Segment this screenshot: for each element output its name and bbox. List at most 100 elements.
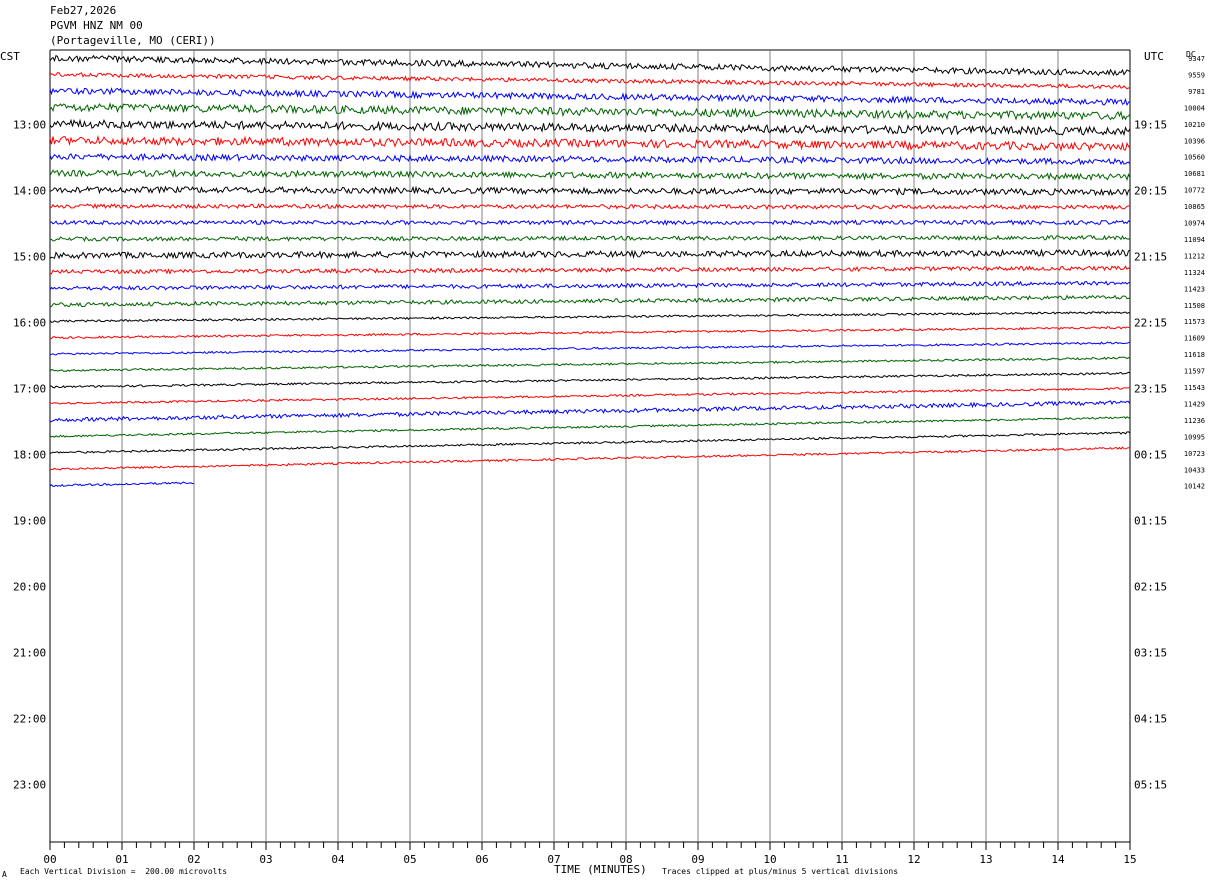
x-tick-label: 03 bbox=[259, 853, 272, 866]
x-tick-label: 02 bbox=[187, 853, 200, 866]
cst-hour-label: 14:00 bbox=[13, 185, 46, 198]
x-tick-label: 10 bbox=[763, 853, 776, 866]
seismic-trace-13 bbox=[49, 248, 1131, 260]
x-tick-label: 07 bbox=[547, 853, 560, 866]
seismic-trace-21 bbox=[49, 371, 1131, 389]
x-tick-label: 06 bbox=[475, 853, 488, 866]
dc-offset-label: 10433 bbox=[1184, 466, 1205, 474]
seismic-trace-17 bbox=[49, 311, 1131, 323]
dc-offset-label: 10995 bbox=[1184, 433, 1205, 441]
utc-hour-label: 21:15 bbox=[1134, 251, 1167, 264]
x-tick-label: 01 bbox=[115, 853, 128, 866]
cst-hour-label: 18:00 bbox=[13, 449, 46, 462]
dc-offset-label: 11508 bbox=[1184, 302, 1205, 310]
cst-hour-label: 17:00 bbox=[13, 383, 46, 396]
dc-offset-label: 11429 bbox=[1184, 400, 1205, 408]
dc-offset-label: 9347 bbox=[1188, 55, 1205, 63]
seismic-trace-12 bbox=[49, 234, 1131, 243]
dc-offset-label: 10560 bbox=[1184, 154, 1205, 162]
x-tick-label: 14 bbox=[1051, 853, 1065, 866]
x-tick-label: 08 bbox=[619, 853, 632, 866]
dc-offset-label: 11573 bbox=[1184, 318, 1205, 326]
cst-hour-label: 16:00 bbox=[13, 317, 46, 330]
x-tick-label: 11 bbox=[835, 853, 848, 866]
dc-offset-label: 11618 bbox=[1184, 351, 1205, 359]
cst-hour-label: 23:00 bbox=[13, 779, 46, 792]
seismic-trace-5 bbox=[49, 118, 1131, 137]
utc-hour-label: 20:15 bbox=[1134, 185, 1167, 198]
seismic-trace-22 bbox=[49, 387, 1131, 405]
seismic-trace-24 bbox=[49, 416, 1131, 438]
date-label: Feb27,2026 bbox=[50, 4, 117, 17]
clip-note: Traces clipped at plus/minus 5 vertical … bbox=[662, 867, 899, 876]
dc-offset-label: 10396 bbox=[1184, 137, 1205, 145]
x-axis-title: TIME (MINUTES) bbox=[554, 863, 647, 876]
seismic-trace-6 bbox=[49, 134, 1131, 152]
cst-hour-label: 15:00 bbox=[13, 251, 46, 264]
dc-offset-label: 10142 bbox=[1184, 483, 1205, 491]
station-label: PGVM HNZ NM 00 bbox=[50, 19, 143, 32]
x-tick-label: 04 bbox=[331, 853, 345, 866]
seismic-trace-14 bbox=[49, 265, 1131, 275]
utc-hour-label: 23:15 bbox=[1134, 383, 1167, 396]
x-tick-label: 05 bbox=[403, 853, 416, 866]
dc-label: DC bbox=[1186, 50, 1196, 59]
seismic-trace-20 bbox=[49, 356, 1131, 372]
cst-hour-label: 20:00 bbox=[13, 581, 46, 594]
seismic-trace-3 bbox=[49, 87, 1131, 107]
seismic-trace-10 bbox=[49, 203, 1130, 211]
seismic-trace-15 bbox=[49, 280, 1131, 291]
dc-offset-label: 11609 bbox=[1184, 335, 1205, 343]
seismic-trace-23 bbox=[49, 400, 1131, 423]
dc-offset-label: 10865 bbox=[1184, 203, 1205, 211]
dc-offset-label: 9781 bbox=[1188, 88, 1205, 96]
dc-offset-label: 9559 bbox=[1188, 71, 1205, 79]
dc-offset-label: 10772 bbox=[1184, 187, 1205, 195]
seismic-trace-27 bbox=[49, 481, 195, 487]
seismic-trace-16 bbox=[49, 294, 1131, 308]
dc-offset-label: 11236 bbox=[1184, 417, 1205, 425]
utc-label: UTC bbox=[1144, 50, 1164, 63]
cst-hour-label: 21:00 bbox=[13, 647, 46, 660]
seismic-trace-25 bbox=[49, 431, 1131, 454]
dc-offset-label: 11597 bbox=[1184, 368, 1205, 376]
x-tick-label: 13 bbox=[979, 853, 992, 866]
dc-offset-label: 10723 bbox=[1184, 450, 1205, 458]
dc-offset-label: 10004 bbox=[1184, 104, 1205, 112]
utc-hour-label: 01:15 bbox=[1134, 515, 1167, 528]
dc-offset-label: 10974 bbox=[1184, 220, 1205, 228]
cst-hour-label: 19:00 bbox=[13, 515, 46, 528]
seismic-trace-11 bbox=[49, 219, 1131, 226]
x-tick-label: 15 bbox=[1123, 853, 1136, 866]
x-tick-label: 12 bbox=[907, 853, 920, 866]
dc-offset-label: 10681 bbox=[1184, 170, 1205, 178]
dc-offset-label: 11212 bbox=[1184, 252, 1205, 260]
seismic-trace-4 bbox=[49, 101, 1131, 121]
seismic-trace-1 bbox=[49, 54, 1131, 77]
x-tick-label: 00 bbox=[43, 853, 56, 866]
utc-hour-label: 02:15 bbox=[1134, 581, 1167, 594]
seismic-trace-2 bbox=[49, 72, 1131, 90]
utc-hour-label: 00:15 bbox=[1134, 449, 1167, 462]
scale-note: Each Vertical Division = 200.00 microvol… bbox=[20, 867, 228, 876]
dc-offset-label: 11543 bbox=[1184, 384, 1205, 392]
seismic-trace-19 bbox=[49, 341, 1131, 356]
utc-hour-label: 22:15 bbox=[1134, 317, 1167, 330]
utc-hour-label: 03:15 bbox=[1134, 647, 1167, 660]
dc-offset-label: 11423 bbox=[1184, 285, 1205, 293]
location-label: (Portageville, MO (CERI)) bbox=[50, 34, 216, 47]
footer-mark: A bbox=[2, 870, 7, 879]
cst-label: CST bbox=[0, 50, 20, 63]
utc-hour-label: 04:15 bbox=[1134, 713, 1167, 726]
dc-offset-label: 11324 bbox=[1184, 269, 1205, 277]
utc-hour-label: 05:15 bbox=[1134, 779, 1167, 792]
seismic-trace-8 bbox=[49, 168, 1131, 182]
cst-hour-label: 22:00 bbox=[13, 713, 46, 726]
seismic-trace-7 bbox=[49, 152, 1131, 166]
utc-hour-label: 19:15 bbox=[1134, 119, 1167, 132]
dc-offset-label: 10210 bbox=[1184, 121, 1205, 129]
seismic-trace-9 bbox=[49, 185, 1131, 197]
x-tick-label: 09 bbox=[691, 853, 704, 866]
cst-hour-label: 13:00 bbox=[13, 119, 46, 132]
